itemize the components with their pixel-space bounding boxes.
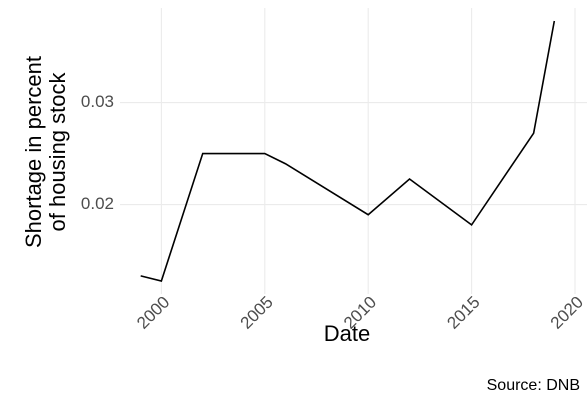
x-tick-label: 2005 (237, 293, 277, 333)
x-tick-label: 2015 (443, 293, 483, 333)
data-line (140, 20, 556, 282)
y-tick-label: 0.03 (81, 92, 114, 111)
y-axis-label: Shortage in percent (21, 56, 46, 248)
y-tick-label: 0.02 (81, 194, 114, 213)
x-tick-label: 2000 (133, 293, 173, 333)
y-axis-label: of housing stock (45, 72, 70, 232)
x-axis-label: Date (324, 321, 370, 346)
caption: Source: DNB (487, 377, 580, 394)
x-tick-label: 2020 (547, 293, 587, 333)
